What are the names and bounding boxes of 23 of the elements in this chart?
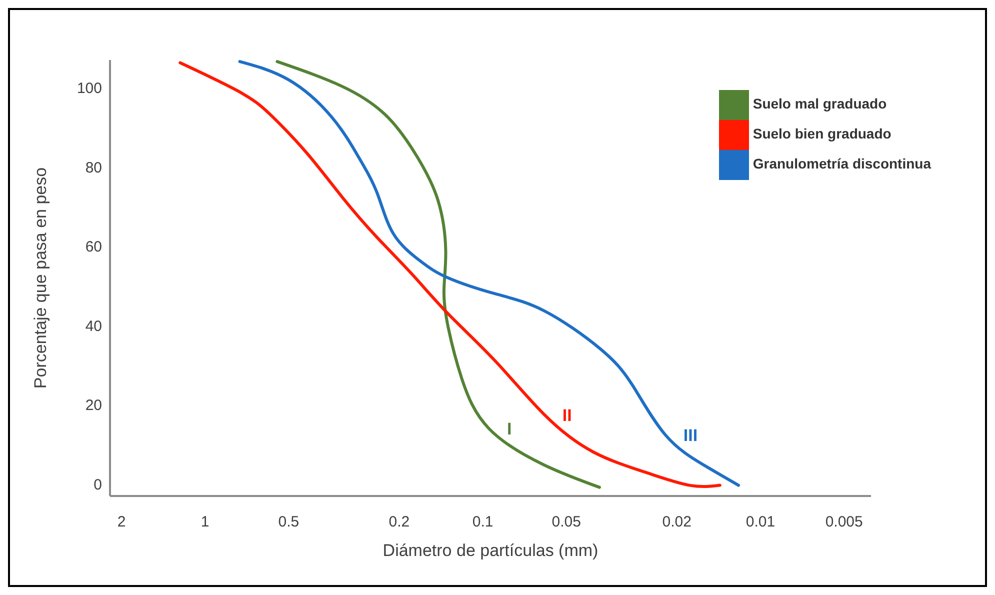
x-tick-label: 0.05 xyxy=(552,514,581,531)
x-axis-title: Diámetro de partículas (mm) xyxy=(382,541,598,560)
y-tick-label: 20 xyxy=(85,397,102,414)
annotation: II xyxy=(562,406,572,425)
x-tick-label: 0.02 xyxy=(662,514,692,531)
annotation: III xyxy=(683,426,698,445)
legend-label: Suelo bien graduado xyxy=(752,126,892,142)
x-tick-label: 0.2 xyxy=(388,514,410,531)
y-tick-label: 60 xyxy=(85,238,102,256)
x-tick-label: 0.005 xyxy=(825,514,863,531)
x-tick-label: 0.5 xyxy=(278,514,300,531)
x-tick-label: 0.1 xyxy=(472,514,494,531)
legend-label: Granulometría discontinua xyxy=(752,156,931,172)
legend-label: Suelo mal graduado xyxy=(752,96,887,112)
x-tick-label: 2 xyxy=(117,514,126,531)
y-tick-label: 0 xyxy=(94,476,102,494)
y-tick-label: 40 xyxy=(85,318,102,335)
y-tick-label: 80 xyxy=(85,159,102,176)
y-axis-title: Porcentaje que pasa en peso xyxy=(31,167,50,389)
x-tick-label: 1 xyxy=(200,514,210,531)
y-tick-label: 100 xyxy=(76,80,102,98)
x-tick-label: 0.01 xyxy=(746,514,776,531)
annotation: I xyxy=(506,420,512,439)
